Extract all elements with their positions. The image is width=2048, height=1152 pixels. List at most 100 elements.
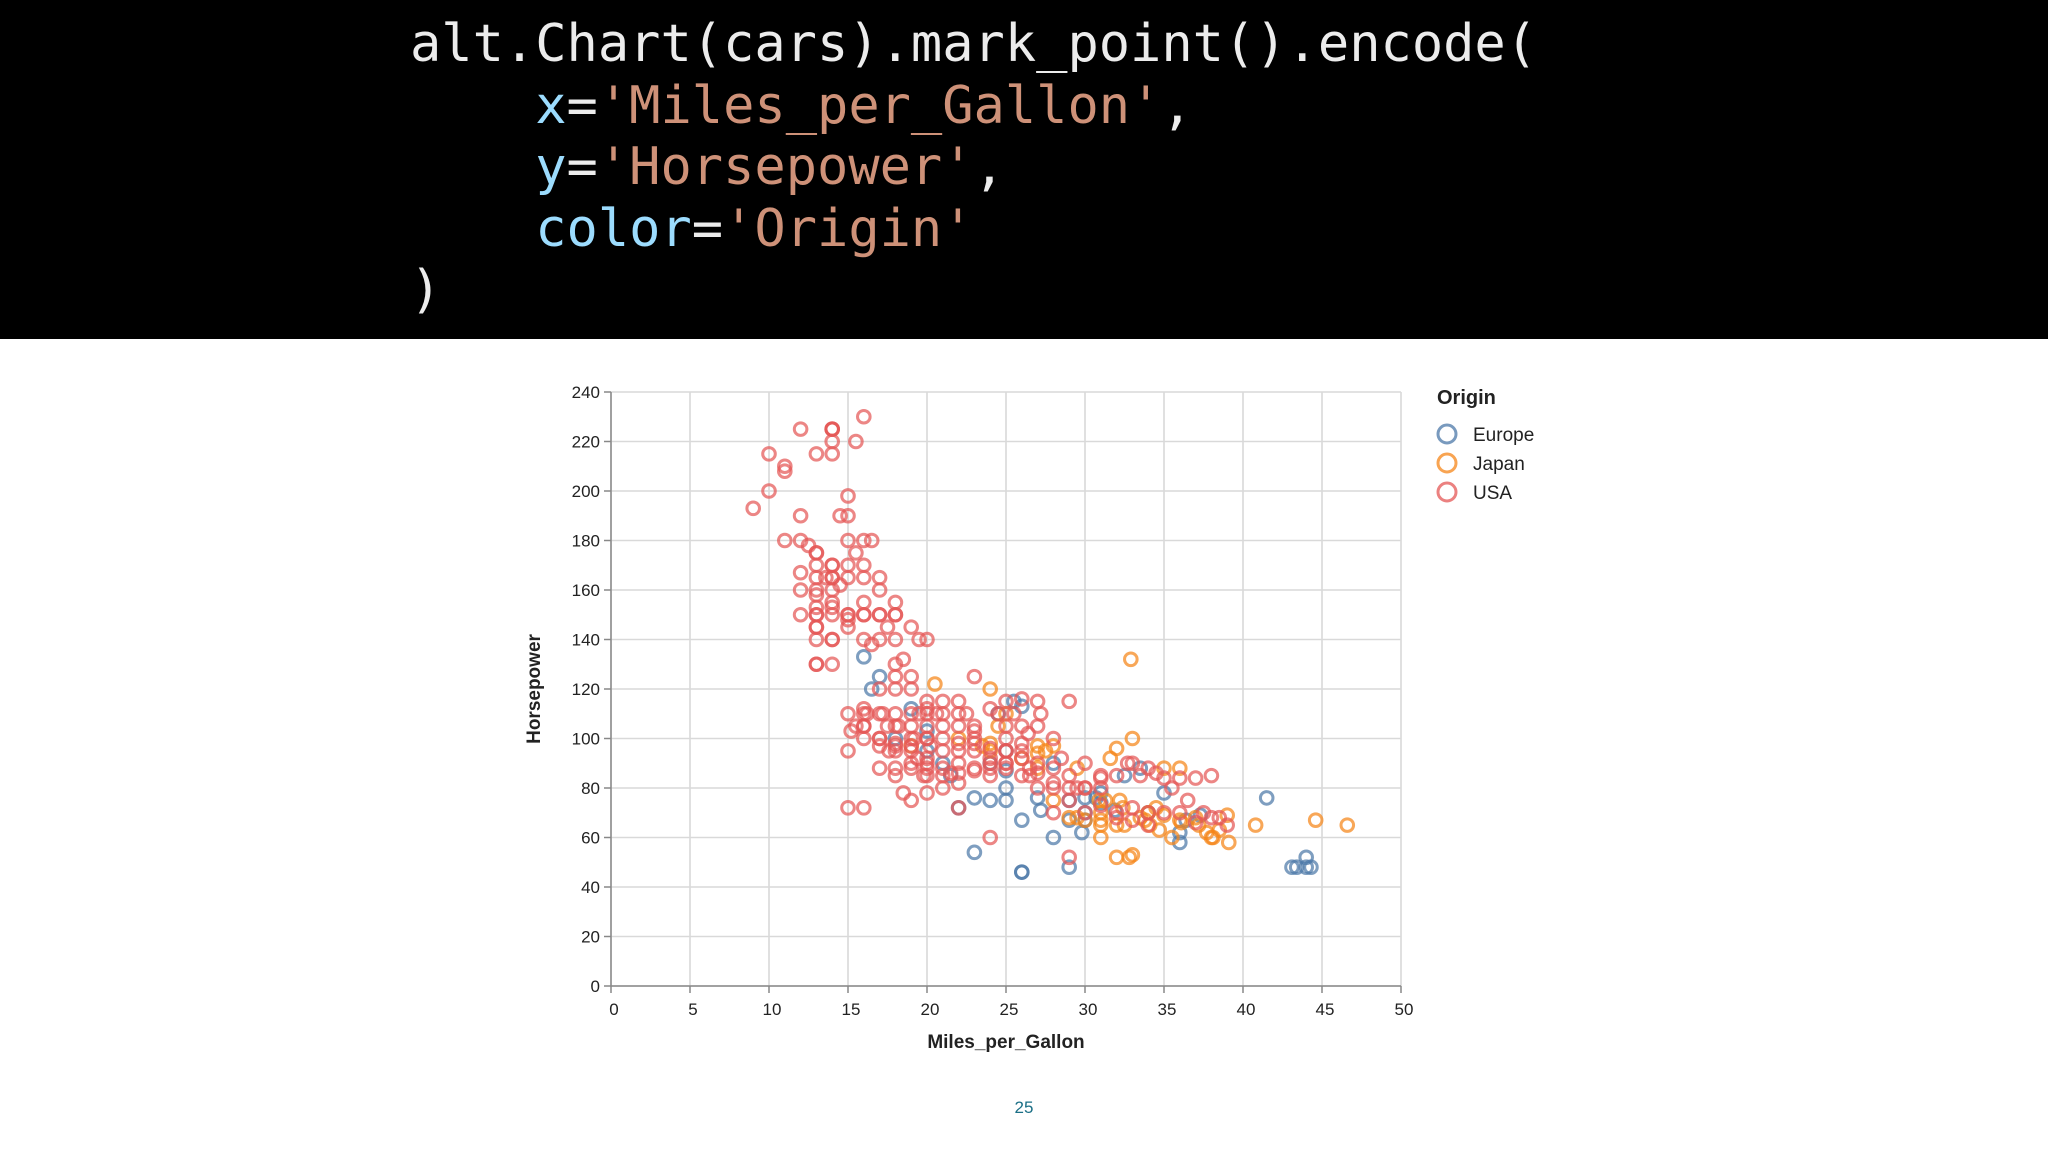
data-point-usa <box>824 557 841 574</box>
data-point-usa <box>966 668 983 685</box>
data-point-usa <box>887 594 904 611</box>
y-tick-label: 40 <box>581 878 600 897</box>
data-point-europe <box>1029 790 1046 806</box>
data-point-usa <box>887 681 904 697</box>
data-point-usa <box>1187 770 1204 786</box>
x-tick-label: 10 <box>763 1000 782 1019</box>
data-point-europe <box>1258 790 1275 806</box>
data-point-usa <box>824 631 841 648</box>
data-point-japan <box>1061 809 1077 826</box>
data-point-usa <box>1014 691 1030 707</box>
data-point-usa <box>887 760 904 777</box>
data-point-usa <box>1053 750 1070 767</box>
data-point-usa <box>916 767 932 784</box>
data-point-usa <box>935 743 951 759</box>
code-color-field: 'Origin' <box>723 198 974 259</box>
data-point-usa <box>824 656 841 673</box>
data-point-usa <box>909 750 926 767</box>
data-point-usa <box>777 458 793 475</box>
data-point-japan <box>1307 812 1324 828</box>
data-point-usa <box>982 701 999 717</box>
data-point-japan <box>1172 760 1188 777</box>
data-point-usa <box>950 693 967 710</box>
data-point-usa <box>856 606 872 623</box>
data-point-japan <box>1247 817 1264 833</box>
data-point-usa <box>935 780 951 796</box>
data-point-usa <box>998 718 1014 734</box>
page-number: 25 <box>1014 1098 1034 1117</box>
data-point-usa <box>856 532 872 549</box>
data-point-usa <box>879 619 896 635</box>
data-point-usa <box>903 738 920 754</box>
data-point-japan <box>1029 745 1046 762</box>
data-point-usa <box>966 723 983 739</box>
x-tick-label: 5 <box>688 1000 697 1019</box>
data-point-usa <box>856 800 872 816</box>
data-point-usa <box>1108 767 1125 784</box>
data-point-usa <box>998 743 1014 759</box>
data-point-usa <box>1093 797 1109 814</box>
data-point-japan <box>1219 807 1235 824</box>
data-point-usa <box>832 507 848 524</box>
data-point-usa <box>1045 804 1062 821</box>
data-point-usa <box>818 569 834 586</box>
data-point-usa <box>1124 755 1141 772</box>
data-point-usa <box>1156 804 1172 821</box>
data-point-usa <box>1187 814 1204 831</box>
data-point-usa <box>998 693 1014 710</box>
x-tick-label: 20 <box>921 1000 940 1019</box>
data-point-usa <box>1077 804 1093 821</box>
data-point-usa <box>881 743 897 759</box>
data-point-usa <box>856 408 872 425</box>
data-point-europe <box>1077 790 1093 806</box>
data-point-europe <box>1288 859 1305 876</box>
data-point-usa <box>1108 804 1125 821</box>
data-point-usa <box>840 507 856 524</box>
data-point-usa <box>777 532 793 549</box>
data-point-usa <box>1119 755 1136 772</box>
data-point-europe <box>871 668 888 685</box>
code-comma: , <box>973 137 1005 197</box>
data-point-usa <box>874 705 891 722</box>
data-point-usa <box>824 594 841 611</box>
data-point-japan <box>982 735 999 752</box>
data-point-usa <box>832 577 848 593</box>
data-point-usa <box>1029 693 1046 710</box>
y-tick-label: 80 <box>581 779 600 798</box>
data-point-usa <box>1020 725 1036 742</box>
data-point-usa <box>906 730 923 747</box>
data-point-usa <box>824 446 841 462</box>
data-point-usa <box>871 760 888 777</box>
data-point-japan <box>1093 829 1109 846</box>
code-x-param: x <box>535 75 567 136</box>
data-point-usa <box>808 587 825 603</box>
data-point-usa <box>919 785 935 801</box>
data-point-usa <box>1172 770 1188 786</box>
data-point-usa <box>895 651 912 668</box>
axis-layer: 0 5 10 15 20 25 30 35 40 45 50 0 20 40 60 80 100 120 140 16… <box>524 383 1413 1053</box>
data-point-japan <box>1124 730 1141 747</box>
data-point-usa <box>871 606 888 623</box>
data-point-usa <box>982 750 999 767</box>
data-point-europe <box>1284 859 1300 876</box>
data-point-usa <box>745 500 762 517</box>
data-point-usa <box>848 545 864 561</box>
data-point-usa <box>950 755 967 772</box>
data-point-usa <box>1164 780 1180 796</box>
data-point-usa <box>887 743 904 759</box>
data-point-usa <box>928 705 945 722</box>
data-point-usa <box>1032 705 1049 722</box>
data-point-usa <box>840 557 856 574</box>
y-tick-label: 240 <box>572 383 600 402</box>
x-axis-title: Miles_per_Gallon <box>927 1032 1084 1053</box>
data-point-europe <box>1298 859 1314 876</box>
data-point-usa <box>982 767 999 784</box>
code-panel: alt.Chart(cars).mark_point().encode( x='… <box>0 0 2048 339</box>
grid-layer <box>610 391 1402 987</box>
data-point-usa <box>966 718 983 734</box>
code-block: alt.Chart(cars).mark_point().encode( x='… <box>410 14 1537 322</box>
data-point-usa <box>1148 765 1164 781</box>
data-point-usa <box>840 606 856 623</box>
code-comma: , <box>1161 75 1193 136</box>
y-tick-label: 0 <box>591 977 600 996</box>
